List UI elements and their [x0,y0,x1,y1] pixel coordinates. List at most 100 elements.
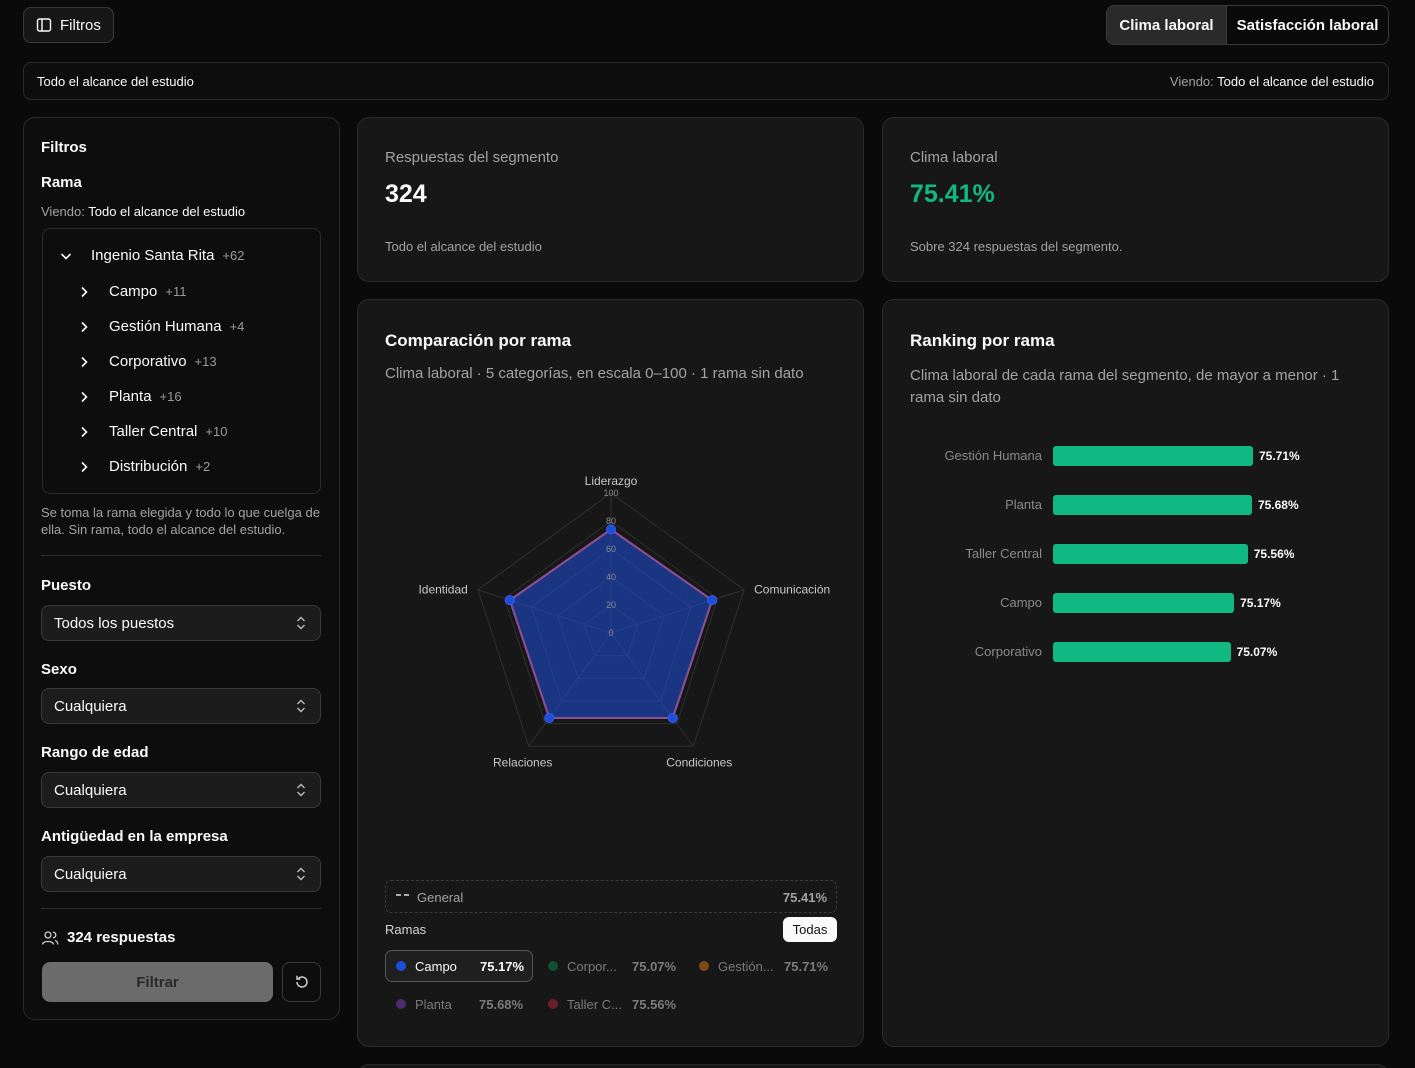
antiguedad-select-value: Cualquiera [54,865,127,883]
ranking-row: Campo 75.17% [883,593,1388,613]
rama-label: Rama [41,174,82,191]
tree-item-corporativo[interactable]: Corporativo +13 [77,353,217,370]
radar-point [707,595,718,606]
radar-grid-ring [477,492,745,747]
ranking-value: 75.07% [1236,645,1278,659]
antiguedad-select[interactable]: Cualquiera [41,856,321,892]
chevron-right-icon[interactable] [77,285,91,299]
ranking-bar[interactable] [1053,495,1252,515]
general-value: 75.41% [782,890,827,905]
tab-satisfaccion-laboral[interactable]: Satisfacción laboral [1227,6,1388,44]
tree-item-label: Corporativo [109,353,187,370]
ranking-label: Planta [1005,497,1042,512]
tree-item-label: Planta [109,388,152,405]
legend-item-corporativo[interactable]: Corpor... 75.07% [548,950,688,982]
tree-item-campo[interactable]: Campo +11 [77,283,186,300]
edad-select-value: Cualquiera [54,781,127,799]
legend-value: 75.07% [632,958,677,974]
sidebar-panel-icon [36,17,52,33]
general-label: General [417,890,464,905]
legend-item-campo[interactable]: Campo 75.17% [385,950,533,982]
ranking-label: Corporativo [974,644,1042,659]
chevrons-up-down-icon [294,866,308,882]
ranking-value: 75.71% [1259,449,1300,463]
todas-button-label: Todas [792,922,828,937]
chevron-right-icon[interactable] [77,390,91,404]
tree-item-label: Campo [109,283,158,300]
chevron-down-icon[interactable] [59,249,73,263]
divider [41,908,321,909]
ranking-subtitle: Clima laboral de cada rama del segmento,… [910,367,1340,406]
kpi-responses-card: Respuestas del segmento 324 Todo el alca… [357,117,864,282]
filter-button[interactable]: Filtrar [42,962,273,1002]
todas-button[interactable]: Todas [783,917,837,942]
next-card [357,1064,1389,1068]
legend-value: 75.68% [479,996,524,1012]
filters-toggle-label: Filtros [60,16,101,34]
radar-tick-label: 100 [603,488,618,498]
tree-item-count: +2 [195,459,211,474]
rama-viewing-value: Todo el alcance del estudio [88,204,246,219]
tree-item-count: +13 [194,354,217,369]
scope-viewing-value: Todo el alcance del estudio [1217,74,1374,89]
ranking-bar[interactable] [1053,593,1235,613]
radar-tick-label: 0 [608,628,613,638]
tree-item-count: +16 [159,389,182,404]
radar-tick-label: 60 [606,544,616,554]
legend-label: Campo [415,958,457,974]
legend-dot [548,961,558,971]
puesto-select[interactable]: Todos los puestos [41,605,321,641]
legend-item-planta[interactable]: Planta 75.68% [396,988,536,1020]
radar-axis-label: Liderazgo [585,474,638,488]
tab-satisfaccion-laboral-label: Satisfacción laboral [1236,16,1379,34]
puesto-label: Puesto [41,577,92,594]
scope-viewing-prefix: Viendo: [1169,74,1214,89]
antiguedad-label: Antigüedad en la empresa [41,828,228,845]
ranking-label: Gestión Humana [944,448,1042,463]
tab-clima-laboral-label: Clima laboral [1119,16,1214,34]
radar-subtitle: Clima laboral · 5 categorías, en escala … [385,365,804,382]
legend-label: Gestión... [718,958,774,974]
legend-item-taller-central[interactable]: Taller C... 75.56% [548,988,688,1020]
filters-toggle-button[interactable]: Filtros [23,7,114,43]
chevron-right-icon[interactable] [77,320,91,334]
kpi-climate-label: Clima laboral [910,149,998,166]
dashed-line-icon [396,893,410,897]
tree-item-label: Gestión Humana [109,318,222,335]
ranking-row: Gestión Humana 75.71% [883,446,1388,466]
tree-item-taller-central[interactable]: Taller Central +10 [77,423,227,440]
ranking-value: 75.68% [1257,498,1299,512]
ranking-bar[interactable] [1053,642,1231,662]
radar-title: Comparación por rama [385,331,572,350]
reset-button[interactable] [282,962,321,1002]
tree-item-distribucion[interactable]: Distribución +2 [77,458,210,475]
chevron-right-icon[interactable] [77,355,91,369]
ranking-bar[interactable] [1053,446,1253,466]
kpi-climate-value: 75.41% [910,180,995,208]
tree-item-label: Distribución [109,458,188,475]
responses-count-label: 324 respuestas [67,929,176,946]
rama-help-text: Se toma la rama elegida y todo lo que cu… [41,505,320,537]
ranking-title: Ranking por rama [910,331,1055,350]
radar-tick-label: 40 [606,572,616,582]
tab-clima-laboral[interactable]: Clima laboral [1107,6,1227,44]
edad-label: Rango de edad [41,744,149,761]
ranking-row: Corporativo 75.07% [883,642,1388,662]
ranking-bar[interactable] [1053,544,1248,564]
legend-item-gestion-humana[interactable]: Gestión... 75.71% [699,950,839,982]
divider [41,555,321,556]
sexo-label: Sexo [41,661,77,678]
tree-item-ingenio-santa-rita[interactable]: Ingenio Santa Rita +62 [59,247,244,264]
tree-item-planta[interactable]: Planta +16 [77,388,182,405]
sexo-select[interactable]: Cualquiera [41,688,321,724]
chevron-right-icon[interactable] [77,460,91,474]
chevrons-up-down-icon [294,615,308,631]
scope-bar: Todo el alcance del estudio Viendo: Todo… [23,62,1389,100]
ranking-card: Ranking por rama Clima laboral de cada r… [882,299,1389,1047]
chevrons-up-down-icon [294,782,308,798]
tree-item-gestion-humana[interactable]: Gestión Humana +4 [77,318,244,335]
chevron-right-icon[interactable] [77,425,91,439]
edad-select[interactable]: Cualquiera [41,772,321,808]
kpi-responses-value: 324 [385,180,427,208]
